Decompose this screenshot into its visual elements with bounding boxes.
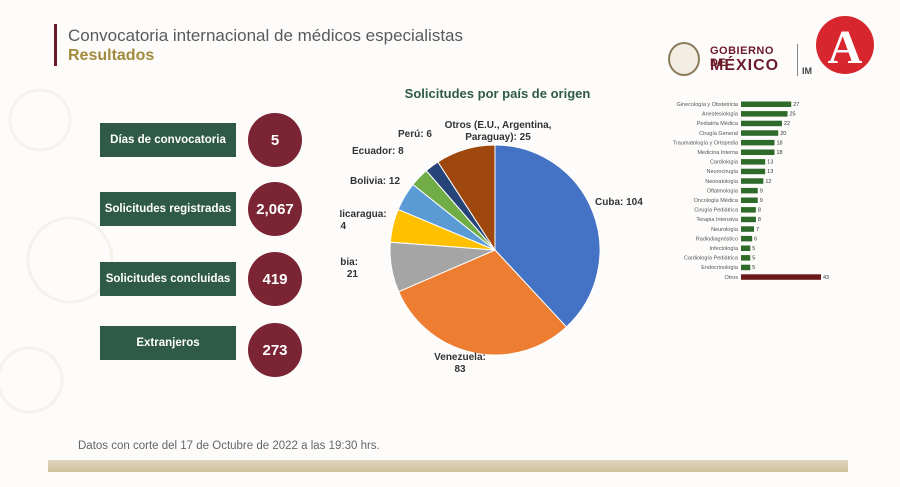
pie-chart: Cuba: 104 Venezuela:83 Colombia:21 Nicaragu… [340,120,643,375]
bar-category-neonatologia: Neonatología [705,179,739,185]
bar-value-cardiologia-pediatrica: 5 [752,256,755,262]
pie-slice-otros-e-u-argentina-paraguay [437,144,496,252]
bar-category-pediatria-medica: Pediatría Médica [697,121,739,127]
title-accent-bar [54,24,57,66]
gov-logo-line1: GOBIERNO DE [710,45,774,69]
bar-value-neonatologia: 12 [765,179,771,185]
kpi-value-registradas: 2,067 [248,182,302,236]
gov-logo-line2: MÉXICO [710,57,780,74]
bar-value-ginecologia-y-obstetricia: 27 [793,102,799,108]
bar-category-neurologia: Neurología [711,227,739,233]
bar-value-oncologia-medica: 9 [760,198,763,204]
pie-label-cuba: Cuba: 104 [595,197,643,208]
channel-logo-letter: A [827,21,863,74]
bar-value-cardiologia: 13 [767,160,773,166]
kpi-value-concluidas: 419 [248,252,302,306]
bar-value-neurologia: 7 [756,227,759,233]
bar-infectologia [741,245,751,251]
bottom-decorative-rule [48,460,848,472]
bar-cirugia-general [741,130,779,136]
page-subtitle: Resultados [68,47,155,64]
bar-category-oncologia-medica: Oncología Médica [694,198,739,204]
bar-value-traumatologia-y-ortopedia: 18 [776,140,782,146]
bar-category-anestesiologia: Anestesiología [702,112,739,118]
bar-value-radiodiagnostico: 6 [754,236,757,242]
bar-pediatria-medica [741,120,782,127]
pie-label-colombia: Colombia:21 [340,257,358,280]
bar-neurologia [741,226,755,232]
kpi-value-extranjeros: 273 [248,323,302,377]
bar-terapia-intensiva [741,216,756,223]
pie-label-venezuela: Venezuela: 83 [434,352,486,375]
data-cutoff-note: Datos con corte del 17 de Octubre de 202… [78,440,380,452]
bar-category-otros: Otros [725,275,739,281]
kpi-value-dias: 5 [248,113,302,167]
bar-endocrinologia [741,264,751,271]
page-title: Convocatoria internacional de médicos es… [68,26,463,45]
decorative-pattern [0,0,130,487]
eagle-emblem-icon [668,42,700,76]
bar-cardiologia [741,159,766,165]
logo-divider [797,44,798,76]
bar-radiodiagnostico [741,235,753,242]
bar-value-medicina-interna: 18 [776,150,782,156]
bar-oncologia-medica [741,197,758,203]
bar-value-infectologia: 5 [752,246,755,252]
specialty-bar-chart: Ginecología y Obstetricia 27 Anestesiologí… [673,101,829,281]
bar-cardiologia-pediatrica [741,255,751,261]
pie-label-bolivia: Bolivia: 12 [350,176,400,187]
pie-slice-venezuela [397,249,568,356]
pie-label-nicaragua: Nicaragua:14 [340,209,387,232]
bar-category-neurocirugia: Neurocirugía [707,169,739,175]
pie-chart-title: Solicitudes por país de origen [404,86,591,101]
channel-logo: A [816,16,874,74]
pie-label-peru: Perú: 6 [398,129,432,140]
bar-cirugia-pediatrica [741,207,756,213]
bar-value-neurocirugia: 13 [767,169,773,175]
bar-category-cardiologia: Cardiología [710,160,739,166]
partner-logo-fragment: IM [802,66,812,76]
bar-value-pediatria-medica: 22 [784,121,790,127]
bar-category-cardiologia-pediatrica: Cardiología Pediátrica [684,256,739,262]
bar-category-oftalmologia: Oftalmología [707,188,739,194]
pie-slice-cuba [494,144,601,328]
pie-label-ecuador: Ecuador: 8 [352,146,404,157]
bar-category-terapia-intensiva: Terapia Intensiva [696,217,739,223]
bar-neurocirugia [741,168,766,175]
bar-value-oftalmologia: 9 [760,188,763,194]
bar-category-traumatologia-y-ortopedia: Traumatología y Ortopedia [673,140,739,146]
bar-category-medicina-interna: Medicina Interna [697,150,739,156]
kpi-label-dias: Días de convocatoria [100,123,236,157]
bar-otros [741,274,821,280]
bar-category-cirugia-general: Cirugía General [699,131,738,137]
kpi-label-registradas: Solicitudes registradas [100,192,236,226]
bar-value-terapia-intensiva: 8 [758,217,761,223]
bar-category-endocrinologia: Endocrinología [701,265,739,271]
bar-value-anestesiologia: 25 [790,112,796,118]
bar-category-radiodiagnostico: Radiodiagnóstico [696,236,738,242]
bar-value-cirugia-pediatrica: 8 [758,208,761,214]
bar-oftalmologia [741,187,758,194]
bar-neonatologia [741,178,764,184]
bar-value-endocrinologia: 5 [752,265,755,271]
bar-category-infectologia: Infectología [710,246,739,252]
kpi-label-extranjeros: Extranjeros [100,326,236,360]
bar-ginecologia-y-obstetricia [741,101,792,107]
kpi-label-concluidas: Solicitudes concluidas [100,262,236,296]
bar-category-ginecologia-y-obstetricia: Ginecología y Obstetricia [677,102,739,108]
bar-value-cirugia-general: 20 [780,131,786,137]
bar-traumatologia-y-ortopedia [741,139,775,146]
pie-label-otros-e-u-argentina-paraguay: Otros (E.U., Argentina, Paraguay): 25 [445,120,552,143]
bar-value-otros: 43 [823,275,829,281]
bar-category-cirugia-pediatrica: Cirugía Pediátrica [694,208,739,214]
bar-anestesiologia [741,111,788,117]
gobierno-mexico-logo: GOBIERNO DE MÉXICO [668,40,793,80]
bar-medicina-interna [741,149,775,155]
